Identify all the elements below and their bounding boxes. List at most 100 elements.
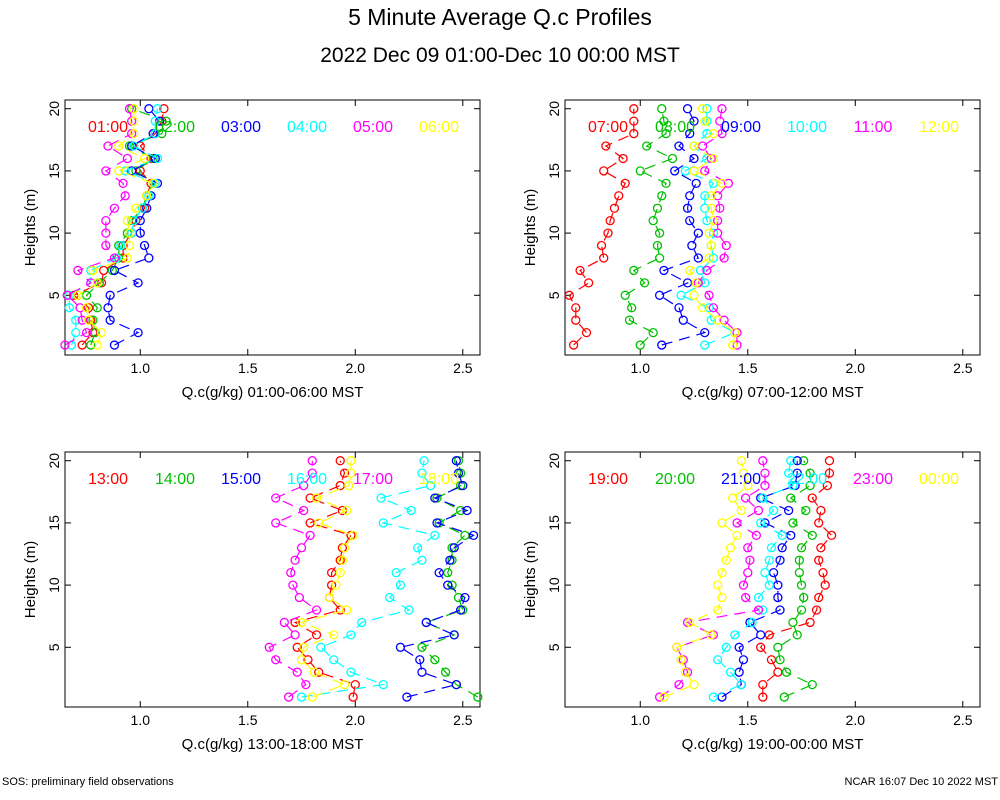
legend-entry: 11:00 <box>854 119 893 136</box>
data-point <box>708 303 719 313</box>
data-point <box>581 327 592 338</box>
data-point <box>796 580 807 590</box>
data-point <box>73 265 83 276</box>
data-point <box>753 605 764 615</box>
data-point <box>740 493 751 503</box>
data-point <box>455 505 466 516</box>
series-0000 <box>659 456 753 702</box>
data-point <box>758 456 768 466</box>
data-point <box>721 555 731 565</box>
data-point <box>732 530 742 540</box>
data-point <box>101 216 111 226</box>
data-point <box>135 216 145 226</box>
data-point <box>685 617 695 628</box>
data-point <box>792 456 802 466</box>
data-point <box>133 278 143 288</box>
data-point <box>713 605 723 615</box>
data-point <box>756 630 766 640</box>
data-point <box>689 141 699 151</box>
data-point <box>453 592 464 603</box>
data-point <box>702 216 712 226</box>
data-point <box>736 505 746 516</box>
data-point <box>766 543 777 553</box>
data-point <box>702 265 712 276</box>
series-1900 <box>756 456 837 702</box>
data-point <box>64 303 74 313</box>
data-point <box>689 290 699 300</box>
data-point <box>378 518 388 528</box>
series-line <box>624 108 675 346</box>
data-point <box>700 327 710 338</box>
legend-entry: 02:00 <box>155 119 195 136</box>
data-point <box>296 617 307 628</box>
data-point <box>775 605 785 615</box>
legend-entry: 00:00 <box>919 471 959 488</box>
data-point <box>114 141 124 151</box>
x-tick-label: 1.5 <box>738 360 758 376</box>
data-point <box>685 216 695 226</box>
data-point <box>814 592 824 603</box>
legend-entry: 09:00 <box>721 119 761 136</box>
legend-entry: 16:00 <box>287 471 327 488</box>
legend-entry: 15:00 <box>221 471 261 488</box>
data-point <box>103 141 113 151</box>
data-point <box>337 555 348 565</box>
data-point <box>417 468 427 478</box>
data-point <box>672 642 682 652</box>
data-point <box>412 543 423 553</box>
data-point <box>760 480 770 491</box>
y-tick-label: 15 <box>546 515 562 531</box>
legend-entry: 06:00 <box>419 119 459 136</box>
data-point <box>794 555 805 565</box>
data-point <box>292 667 302 677</box>
data-point <box>311 630 322 640</box>
data-point <box>84 315 94 325</box>
data-point <box>271 655 281 665</box>
y-tick-label: 20 <box>546 453 562 469</box>
data-point <box>708 228 719 238</box>
data-point <box>760 568 770 578</box>
data-point <box>689 679 699 690</box>
data-point <box>440 667 451 677</box>
data-point <box>342 505 352 516</box>
data-point <box>674 141 684 151</box>
data-point <box>395 642 406 652</box>
data-point <box>346 468 356 478</box>
data-point <box>391 568 401 578</box>
data-point <box>473 692 483 702</box>
legend-entry: 04:00 <box>287 119 327 136</box>
data-point <box>685 191 695 201</box>
data-point <box>307 456 317 466</box>
data-point <box>807 530 817 540</box>
data-point <box>706 191 716 201</box>
data-point <box>700 166 710 176</box>
series-1800 <box>296 456 358 702</box>
x-tick-label: 2.0 <box>346 712 366 728</box>
data-point <box>430 493 440 503</box>
data-point <box>760 468 770 478</box>
data-point <box>120 191 130 201</box>
data-point <box>434 568 444 578</box>
data-point <box>144 253 154 263</box>
data-point <box>81 303 92 313</box>
data-point <box>648 216 658 226</box>
data-point <box>717 518 727 528</box>
data-point <box>415 655 425 665</box>
data-point <box>792 630 802 640</box>
data-point <box>288 580 298 590</box>
data-point <box>335 480 345 491</box>
y-tick-label: 20 <box>46 101 62 117</box>
series-2200 <box>708 456 798 702</box>
data-point <box>680 667 691 677</box>
chart-subtitle: 2022 Dec 09 01:00-Dec 10 00:00 MST <box>320 44 680 67</box>
data-point <box>652 203 663 213</box>
y-tick-label: 10 <box>546 225 562 241</box>
data-point <box>124 240 135 251</box>
data-point <box>728 493 738 503</box>
data-point <box>451 456 461 466</box>
series-line <box>64 108 133 346</box>
data-point <box>271 518 281 528</box>
data-point <box>659 116 669 126</box>
data-point <box>788 480 798 491</box>
data-point <box>674 303 684 313</box>
